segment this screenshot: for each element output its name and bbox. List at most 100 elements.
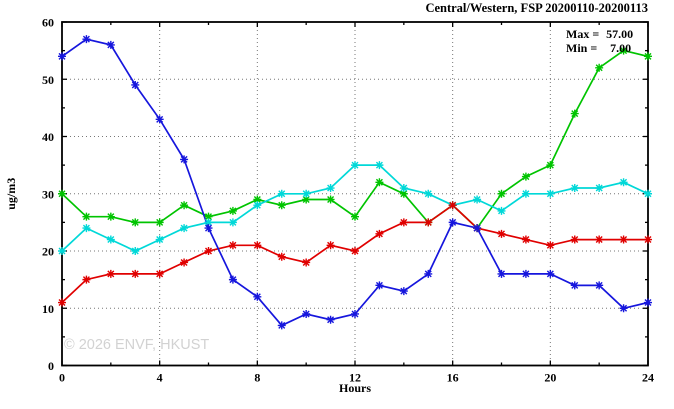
blue-series-marker <box>448 218 457 227</box>
red-series-marker <box>277 252 286 261</box>
cyan-series-marker <box>497 206 506 215</box>
cyan-series-marker <box>302 189 311 198</box>
red-series-marker <box>253 241 262 250</box>
y-tick-label: 40 <box>42 130 54 144</box>
cyan-series-marker <box>595 184 604 193</box>
page-title: Central/Western, FSP 20200110-20200113 <box>425 1 648 15</box>
x-tick-label: 8 <box>254 371 260 385</box>
blue-series-marker <box>326 315 335 324</box>
green-series-marker <box>204 212 213 221</box>
red-series-marker <box>375 229 384 238</box>
y-tick-label: 30 <box>42 187 54 201</box>
green-series-line <box>61 49 649 230</box>
cyan-series-marker <box>253 201 262 210</box>
red-series-marker <box>131 269 140 278</box>
y-tick-label: 10 <box>42 302 54 316</box>
green-series-marker <box>644 52 652 61</box>
x-tick-label: 16 <box>447 371 459 385</box>
green-series-marker <box>375 178 384 187</box>
blue-series-marker <box>619 304 628 313</box>
green-series-marker <box>326 195 335 204</box>
cyan-series-marker <box>351 161 359 170</box>
cyan-series-marker <box>58 247 66 255</box>
cyan-series-marker <box>277 189 286 198</box>
blue-series-marker <box>570 281 579 290</box>
watermark: © 2026 ENVF, HKUST <box>64 337 210 353</box>
red-series-marker <box>595 235 604 244</box>
blue-series-marker <box>521 269 530 278</box>
blue-series-marker <box>131 80 140 89</box>
green-series-marker <box>131 218 140 227</box>
green-series-marker <box>546 161 555 170</box>
green-series-marker <box>497 189 506 198</box>
y-tick-label: 20 <box>42 245 54 259</box>
red-series-marker <box>82 275 91 284</box>
blue-series-marker <box>644 298 652 307</box>
cyan-series-marker <box>619 178 628 187</box>
y-axis-label: ug/m3 <box>4 178 18 210</box>
cyan-series-marker <box>521 189 530 198</box>
cyan-series-marker <box>644 189 652 198</box>
red-series-marker <box>399 218 408 227</box>
blue-series-marker <box>253 292 262 301</box>
min-label: Min = <box>566 41 598 55</box>
green-series-marker <box>155 218 164 227</box>
green-series-marker <box>351 212 359 221</box>
blue-series-marker <box>155 115 164 124</box>
cyan-series-marker <box>570 184 579 193</box>
green-series-marker <box>399 189 408 198</box>
max-value: 57.00 <box>606 27 634 41</box>
blue-series-marker <box>497 269 506 278</box>
min-annotation: Min = 7.00 <box>566 41 633 55</box>
cyan-series-marker <box>106 235 115 244</box>
green-series-marker <box>595 63 604 72</box>
red-series-marker <box>448 201 457 210</box>
red-series-marker <box>351 247 359 255</box>
x-tick-label: 4 <box>157 371 163 385</box>
blue-series-marker <box>399 287 408 296</box>
blue-series-marker <box>595 281 604 290</box>
blue-series-marker <box>351 309 359 318</box>
red-series-marker <box>155 269 164 278</box>
x-axis-label: Hours <box>339 381 371 395</box>
red-series-marker <box>424 218 433 227</box>
x-tick-label: 20 <box>544 371 556 385</box>
blue-series-marker <box>82 35 91 44</box>
green-series-marker <box>619 46 628 55</box>
cyan-series-marker <box>546 189 555 198</box>
x-tick-label: 12 <box>349 371 361 385</box>
green-series-marker <box>570 109 579 118</box>
cyan-series-marker <box>424 189 433 198</box>
cyan-series-marker <box>204 218 213 227</box>
red-series-marker <box>570 235 579 244</box>
x-tick-label: 24 <box>642 371 654 385</box>
max-label: Max = <box>566 27 600 41</box>
max-annotation: Max = 57.00 <box>566 27 633 41</box>
cyan-series-marker <box>326 184 335 193</box>
y-tick-label: 0 <box>48 359 54 373</box>
green-series-marker <box>82 212 91 221</box>
blue-series-marker <box>302 309 311 318</box>
red-series-marker <box>619 235 628 244</box>
blue-series-marker <box>228 275 237 284</box>
green-series-marker <box>302 195 311 204</box>
cyan-series-marker <box>155 235 164 244</box>
blue-series-marker <box>375 281 384 290</box>
blue-series-marker <box>424 269 433 278</box>
blue-series-marker <box>58 52 66 61</box>
green-series-marker <box>106 212 115 221</box>
blue-series-marker <box>180 155 189 164</box>
cyan-series-marker <box>131 247 140 255</box>
green-series-marker <box>228 206 237 215</box>
blue-series-marker <box>277 321 286 330</box>
red-series-marker <box>546 241 555 250</box>
cyan-series-marker <box>473 195 482 204</box>
green-series-marker <box>521 172 530 181</box>
blue-series-marker <box>204 224 213 233</box>
green-series-marker <box>58 189 66 198</box>
red-series-marker <box>521 235 530 244</box>
green-series-marker <box>253 195 262 204</box>
cyan-series-marker <box>228 218 237 227</box>
cyan-series-marker <box>180 224 189 233</box>
red-series-marker <box>228 241 237 250</box>
